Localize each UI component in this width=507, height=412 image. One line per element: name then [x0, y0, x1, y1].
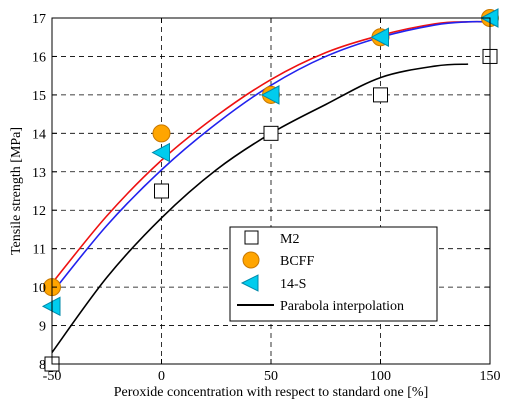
interpolation-curves [51, 20, 491, 353]
y-tick-label: 9 [39, 320, 46, 335]
legend: M2 BCFF 14-S Parabola interpolation [229, 226, 438, 322]
y-tick-label: 11 [33, 243, 46, 258]
x-tick-label: 150 [480, 369, 501, 384]
legend-marker-14s [240, 274, 259, 292]
data-point-m2 [373, 87, 388, 103]
data-point-m2 [263, 125, 279, 141]
y-tick-label: 16 [32, 50, 46, 65]
data-point-14s [260, 85, 280, 105]
data-point-14s [370, 27, 389, 48]
data-point-14s [151, 142, 170, 163]
x-tick-label: -50 [43, 369, 62, 384]
y-tick-label: 8 [39, 358, 46, 373]
y-axis-label: Tensile strength [MPa] [9, 127, 24, 255]
interpolation-curve-m2 [51, 63, 469, 353]
data-point-m2 [154, 183, 169, 199]
x-tick-label: 50 [264, 369, 278, 384]
axis-ticks: -50 0 50 100 150 8 9 10 11 12 13 14 15 16 17 [32, 12, 501, 384]
legend-label-interpolation: Parabola interpolation [280, 299, 404, 314]
data-point-bcff [152, 124, 171, 143]
x-tick-label: 100 [370, 369, 391, 384]
legend-marker-bcff [242, 251, 260, 269]
y-tick-label: 15 [32, 89, 46, 104]
interpolation-curve-14s [51, 20, 491, 294]
legend-label-m2: M2 [280, 232, 299, 247]
legend-marker-m2 [244, 230, 259, 245]
y-tick-label: 12 [32, 204, 46, 219]
x-axis-label: Peroxide concentration with respect to s… [114, 385, 429, 400]
legend-label-bcff: BCFF [280, 254, 314, 269]
x-tick-label: 0 [158, 369, 165, 384]
y-tick-label: 10 [32, 281, 46, 296]
y-tick-label: 13 [32, 166, 46, 181]
y-tick-label: 17 [32, 12, 46, 27]
y-tick-label: 14 [32, 127, 46, 142]
legend-label-14s: 14-S [280, 277, 306, 292]
data-markers [41, 8, 499, 372]
